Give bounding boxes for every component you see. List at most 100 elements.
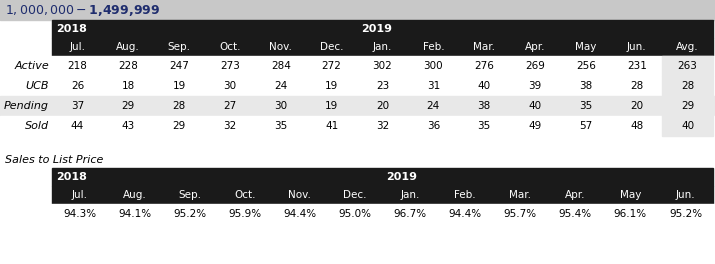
Text: 284: 284 [271, 61, 291, 71]
Text: 20: 20 [376, 101, 389, 111]
Text: 35: 35 [579, 101, 593, 111]
Text: 37: 37 [71, 101, 84, 111]
Text: Jan.: Jan. [373, 42, 393, 52]
Text: 96.1%: 96.1% [613, 209, 647, 219]
Text: 27: 27 [223, 101, 237, 111]
Bar [0, 96, 715, 116]
Text: 96.7%: 96.7% [393, 209, 427, 219]
Bar [662, 116, 713, 136]
Bar [0, 116, 715, 136]
Text: 2019: 2019 [361, 24, 392, 34]
Text: 218: 218 [67, 61, 87, 71]
Bar [662, 76, 713, 96]
Text: 95.4%: 95.4% [558, 209, 592, 219]
Bar [662, 56, 713, 76]
Text: Sales to List Price: Sales to List Price [5, 155, 104, 165]
Bar [52, 186, 713, 204]
Text: 24: 24 [427, 101, 440, 111]
Text: Jan.: Jan. [400, 190, 420, 200]
Text: May: May [620, 190, 641, 200]
Text: 2019: 2019 [387, 172, 418, 182]
Text: 94.3%: 94.3% [63, 209, 96, 219]
Text: 28: 28 [630, 81, 644, 91]
Text: 95.7%: 95.7% [503, 209, 537, 219]
Text: 94.4%: 94.4% [283, 209, 317, 219]
Text: Mar.: Mar. [509, 190, 531, 200]
Text: 44: 44 [71, 121, 84, 131]
Text: 39: 39 [528, 81, 542, 91]
Text: 273: 273 [220, 61, 240, 71]
Bar [52, 20, 713, 38]
Bar [52, 168, 713, 186]
Text: Dec.: Dec. [320, 42, 343, 52]
Text: Nov.: Nov. [270, 42, 292, 52]
Text: Feb.: Feb. [423, 42, 444, 52]
Text: 228: 228 [118, 61, 138, 71]
Bar [0, 76, 715, 96]
Text: Apr.: Apr. [565, 190, 586, 200]
Text: 40: 40 [681, 121, 694, 131]
Text: $1,000,000 - $1,499,999: $1,000,000 - $1,499,999 [5, 2, 160, 17]
Text: Mar.: Mar. [473, 42, 495, 52]
Text: 2018: 2018 [56, 172, 87, 182]
Text: 29: 29 [681, 101, 694, 111]
Bar [0, 56, 715, 76]
Text: Feb.: Feb. [454, 190, 476, 200]
Text: 29: 29 [122, 101, 135, 111]
Text: 94.1%: 94.1% [118, 209, 151, 219]
Text: 29: 29 [172, 121, 186, 131]
Text: Aug.: Aug. [117, 42, 140, 52]
Text: 302: 302 [373, 61, 393, 71]
Text: 95.2%: 95.2% [173, 209, 206, 219]
Text: 24: 24 [274, 81, 287, 91]
Text: 30: 30 [223, 81, 237, 91]
Bar [0, 0, 715, 20]
Text: 95.0%: 95.0% [338, 209, 372, 219]
Text: 300: 300 [423, 61, 443, 71]
Text: 38: 38 [478, 101, 490, 111]
Text: Sep.: Sep. [178, 190, 201, 200]
Text: 28: 28 [681, 81, 694, 91]
Text: Aug.: Aug. [123, 190, 147, 200]
Text: 30: 30 [275, 101, 287, 111]
Text: 256: 256 [576, 61, 596, 71]
Text: Oct.: Oct. [220, 42, 241, 52]
Text: 49: 49 [528, 121, 542, 131]
Text: 57: 57 [579, 121, 593, 131]
Text: 18: 18 [122, 81, 135, 91]
Text: 31: 31 [427, 81, 440, 91]
Text: Sold: Sold [25, 121, 49, 131]
Text: 269: 269 [525, 61, 545, 71]
Text: 38: 38 [579, 81, 593, 91]
Text: Jul.: Jul. [72, 190, 87, 200]
Text: Sep.: Sep. [167, 42, 191, 52]
Text: 48: 48 [630, 121, 644, 131]
Text: Nov.: Nov. [288, 190, 311, 200]
Text: 19: 19 [325, 101, 338, 111]
Text: Apr.: Apr. [525, 42, 546, 52]
Text: 95.2%: 95.2% [669, 209, 702, 219]
Text: 19: 19 [172, 81, 186, 91]
Text: Active: Active [14, 61, 49, 71]
Text: 40: 40 [478, 81, 490, 91]
Text: 40: 40 [528, 101, 541, 111]
Text: 20: 20 [630, 101, 644, 111]
Text: Oct.: Oct. [234, 190, 255, 200]
Text: 36: 36 [427, 121, 440, 131]
Text: 35: 35 [478, 121, 490, 131]
Text: 247: 247 [169, 61, 189, 71]
Text: 94.4%: 94.4% [448, 209, 482, 219]
Text: 43: 43 [122, 121, 135, 131]
Text: 28: 28 [172, 101, 186, 111]
Text: 32: 32 [223, 121, 237, 131]
Bar [52, 38, 713, 56]
Text: Pending: Pending [4, 101, 49, 111]
Text: 35: 35 [274, 121, 287, 131]
Text: 276: 276 [474, 61, 494, 71]
Text: 95.9%: 95.9% [228, 209, 262, 219]
Text: May: May [575, 42, 596, 52]
Text: 231: 231 [627, 61, 646, 71]
Text: 272: 272 [322, 61, 342, 71]
Text: 2018: 2018 [56, 24, 87, 34]
Text: 23: 23 [376, 81, 389, 91]
